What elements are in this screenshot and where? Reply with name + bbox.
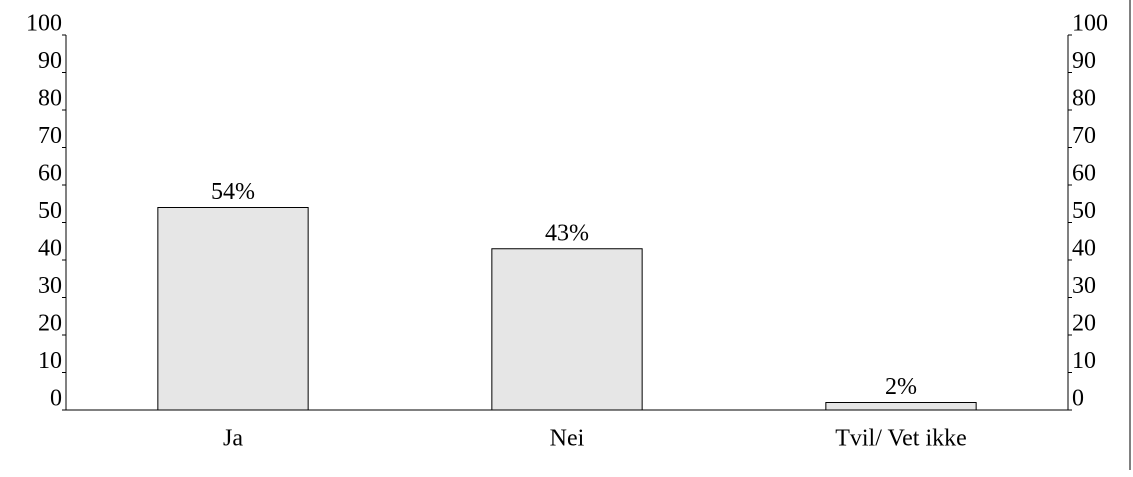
x-tick-label: Tvil/ Vet ikke [835,426,967,452]
y2-tick-label: 100 [1072,11,1108,37]
y2-tick-label: 50 [1072,198,1096,224]
y2-tick-label: 40 [1072,236,1096,262]
y-tick-label: 90 [38,48,62,74]
y-tick-label: 20 [38,311,62,337]
y2-tick-label: 60 [1072,161,1096,187]
y-tick-label: 70 [38,123,62,149]
bar [157,207,309,411]
data-label: 43% [545,220,589,246]
x-tick-label: Ja [223,426,243,452]
y-tick-label: 0 [50,386,62,412]
y-tick-label: 60 [38,161,62,187]
y-tick-label: 30 [38,273,62,299]
y2-tick-label: 70 [1072,123,1096,149]
y2-tick-label: 20 [1072,311,1096,337]
y2-tick-label: 10 [1072,348,1096,374]
y-tick-label: 80 [38,86,62,112]
data-label: 54% [211,179,255,205]
bar [491,248,643,411]
bar [825,402,977,411]
x-tick-label: Nei [550,426,585,452]
y2-tick-label: 90 [1072,48,1096,74]
data-label: 2% [885,374,917,400]
y-tick-label: 10 [38,348,62,374]
y-tick-label: 100 [26,11,62,37]
y-tick-label: 40 [38,236,62,262]
y2-tick-label: 80 [1072,86,1096,112]
y-tick-label: 50 [38,198,62,224]
y2-tick-label: 30 [1072,273,1096,299]
y2-tick-label: 0 [1072,386,1084,412]
